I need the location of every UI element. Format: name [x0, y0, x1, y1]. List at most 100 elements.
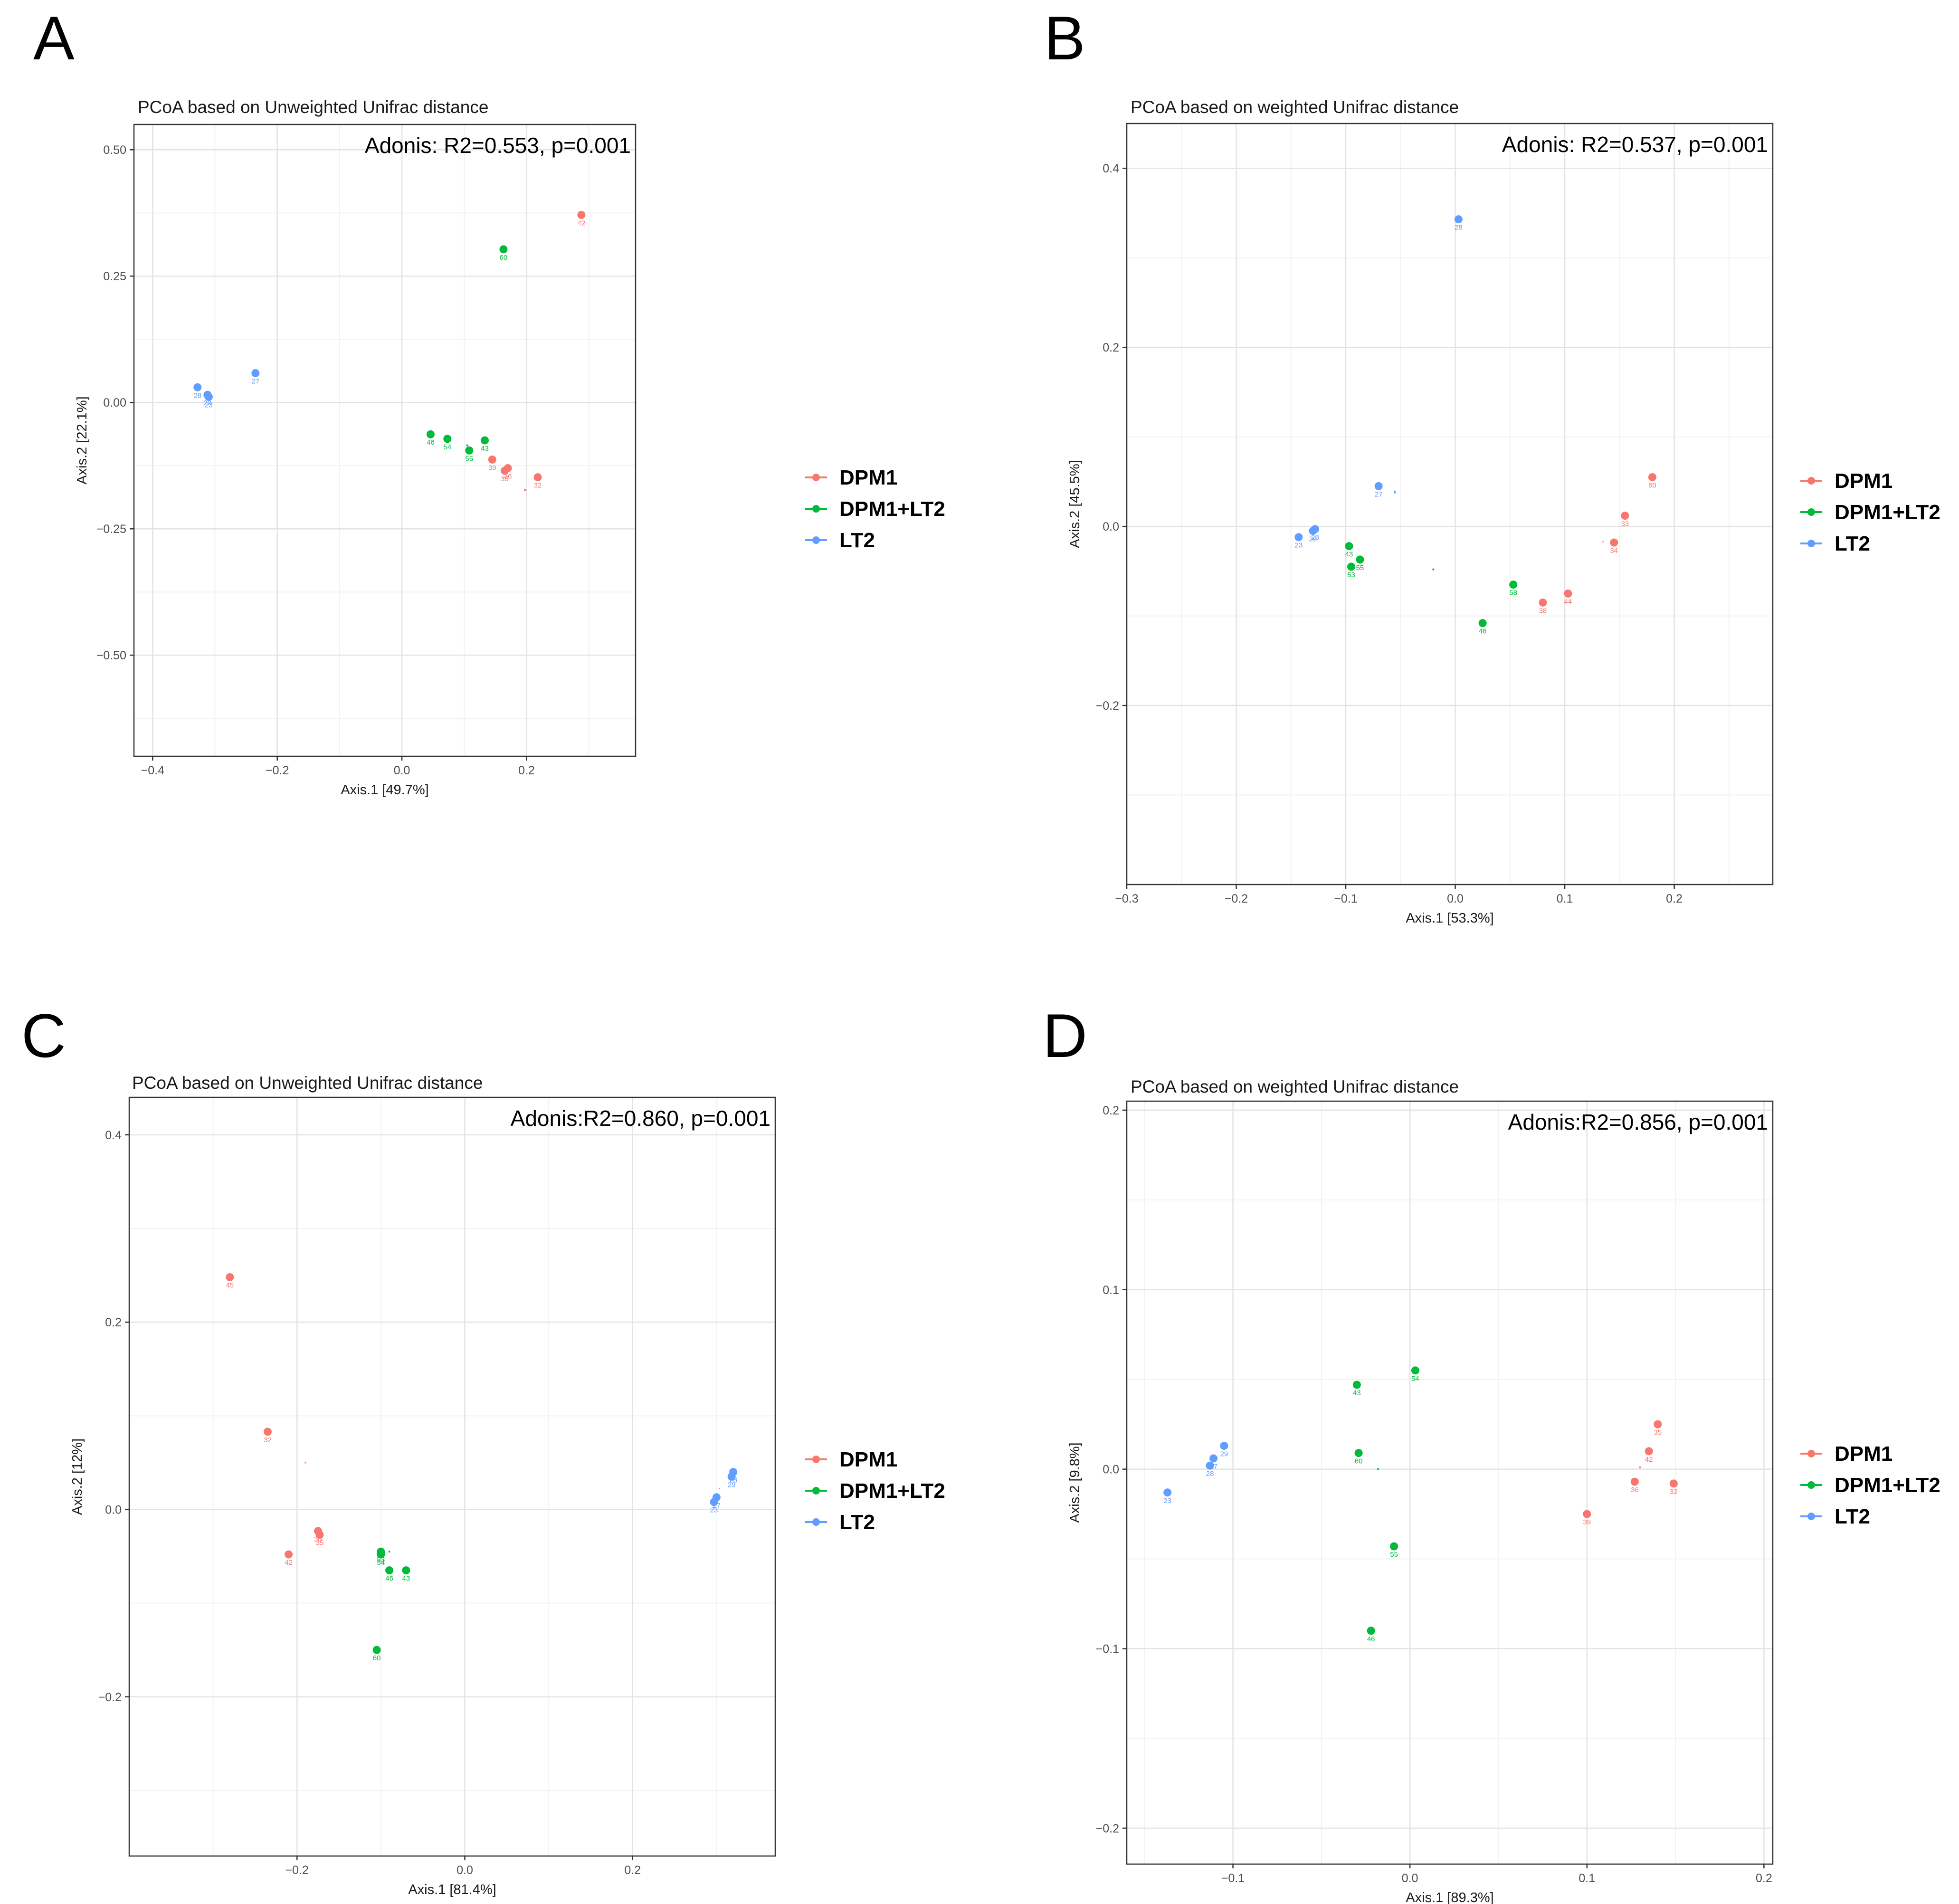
point-label: 43: [1353, 1389, 1361, 1397]
data-point-dpm1: [488, 455, 496, 464]
x-tick-label: 0.2: [1666, 892, 1683, 905]
point-label: 35: [1654, 1428, 1662, 1437]
plot-title: PCoA based on weighted Unifrac distance: [1131, 97, 1459, 117]
point-label: 55: [1356, 564, 1364, 572]
data-point-dpm1-lt2: [372, 1646, 381, 1654]
data-point-dpm1-lt2: [377, 1550, 385, 1559]
panel-letter: D: [1043, 1001, 1087, 1070]
legend: DPM1 DPM1+LT2 LT2: [805, 466, 945, 552]
x-axis-label: Axis.1 [81.4%]: [408, 1882, 496, 1897]
adonis-annotation: Adonis:R2=0.856, p=0.001: [1508, 1110, 1768, 1134]
plot-title: PCoA based on Unweighted Unifrac distanc…: [138, 97, 488, 117]
y-tick-label: −0.1: [1096, 1643, 1119, 1656]
x-tick-label: 0.0: [1447, 892, 1464, 905]
adonis-annotation: Adonis: R2=0.537, p=0.001: [1502, 132, 1768, 157]
legend-label: LT2: [1835, 1505, 1870, 1528]
y-axis-label: Axis.2 [22.1%]: [75, 396, 90, 484]
x-tick-label: −0.3: [1115, 892, 1138, 905]
point-label: 44: [1564, 598, 1572, 606]
point-label: 33: [1621, 520, 1629, 528]
point-label: 23: [1295, 542, 1303, 550]
legend: DPM1 DPM1+LT2 LT2: [1800, 469, 1940, 555]
y-tick-label: −0.50: [96, 649, 126, 662]
data-point-dpm1-lt2: [499, 245, 508, 254]
data-point-lt2: [251, 369, 260, 377]
y-axis-label: Axis.2 [45.5%]: [1067, 460, 1083, 548]
point-label: 42: [578, 219, 586, 227]
adonis-annotation: Adonis:R2=0.860, p=0.001: [511, 1106, 770, 1131]
point-label: 23: [710, 1506, 718, 1514]
point-label: 32: [534, 482, 542, 490]
y-tick-label: 0.2: [1103, 1104, 1119, 1117]
legend-label: LT2: [839, 1511, 875, 1534]
legend-label: DPM1: [1835, 469, 1892, 493]
legend-label: LT2: [839, 529, 875, 552]
point-label: 28: [193, 391, 201, 400]
legend: DPM1 DPM1+LT2 LT2: [1800, 1442, 1940, 1528]
plot-area: [1127, 124, 1773, 885]
point-label: 60: [1355, 1457, 1363, 1466]
legend-key-point: [1807, 508, 1815, 516]
point-label: 29: [1309, 535, 1317, 543]
legend-key-point: [812, 474, 820, 481]
data-point-dpm1: [1645, 1447, 1653, 1456]
ellipse-lt2: [1394, 490, 1396, 494]
point-label: 27: [1375, 490, 1383, 498]
data-point-dpm1: [1539, 598, 1547, 607]
y-tick-label: 0.50: [103, 143, 126, 157]
data-point-lt2: [1163, 1488, 1172, 1497]
legend-label: LT2: [1835, 532, 1870, 555]
data-point-lt2: [1209, 1454, 1218, 1463]
y-tick-label: 0.00: [103, 396, 126, 409]
legend-label: DPM1+LT2: [1835, 1474, 1940, 1497]
legend-key-point: [812, 505, 820, 513]
x-tick-label: 0.0: [456, 1864, 473, 1877]
data-point-dpm1: [1669, 1479, 1678, 1488]
point-label: 29: [203, 399, 211, 407]
y-tick-label: 0.2: [105, 1316, 122, 1329]
x-tick-label: −0.1: [1221, 1872, 1245, 1885]
data-point-lt2: [1374, 482, 1383, 490]
data-point-dpm1-lt2: [402, 1566, 410, 1575]
point-label: 43: [1345, 551, 1353, 559]
data-point-lt2: [193, 383, 202, 391]
point-label: 32: [264, 1436, 272, 1444]
data-point-dpm1-lt2: [481, 436, 489, 445]
data-point-lt2: [1220, 1442, 1228, 1450]
legend-key-point: [812, 1456, 820, 1463]
data-point-dpm1: [1564, 589, 1572, 598]
grid: [1127, 124, 1773, 885]
x-tick-label: 0.2: [1756, 1872, 1772, 1885]
x-tick-label: 0.1: [1557, 892, 1573, 905]
panel-D: D PCoA based on weighted Unifrac distance…: [1043, 1001, 1940, 1904]
point-label: 28: [1455, 224, 1463, 232]
point-label: 43: [402, 1575, 410, 1583]
data-point-dpm1-lt2: [1354, 1449, 1363, 1457]
data-point-lt2: [727, 1473, 736, 1481]
data-point-dpm1: [1648, 473, 1656, 481]
legend-key-point: [1807, 477, 1815, 485]
plot-border: [1126, 123, 1774, 885]
point-label: 60: [1648, 481, 1656, 489]
y-tick-label: 0.0: [1103, 520, 1119, 533]
data-point-lt2: [1454, 215, 1463, 224]
legend-label: DPM1: [839, 466, 897, 489]
y-tick-label: 0.0: [1103, 1463, 1119, 1476]
y-tick-label: 0.0: [105, 1504, 122, 1517]
data-point-dpm1: [1630, 1477, 1639, 1486]
panel-C: C PCoA based on Unweighted Unifrac distan…: [21, 1001, 945, 1897]
legend-key-point: [812, 536, 820, 544]
point-label: 54: [1411, 1375, 1419, 1383]
point-label: 53: [1347, 571, 1355, 579]
plot-area: [129, 1097, 775, 1856]
y-axis-label: Axis.2 [12%]: [70, 1438, 85, 1515]
plot-border: [133, 124, 637, 757]
x-tick-label: −0.2: [266, 764, 289, 777]
data-point-lt2: [1206, 1461, 1214, 1470]
data-point-dpm1-lt2: [1509, 581, 1518, 589]
point-label: 42: [285, 1559, 293, 1567]
plot-title: PCoA based on Unweighted Unifrac distanc…: [132, 1073, 483, 1093]
data-point-dpm1-lt2: [1478, 619, 1487, 628]
